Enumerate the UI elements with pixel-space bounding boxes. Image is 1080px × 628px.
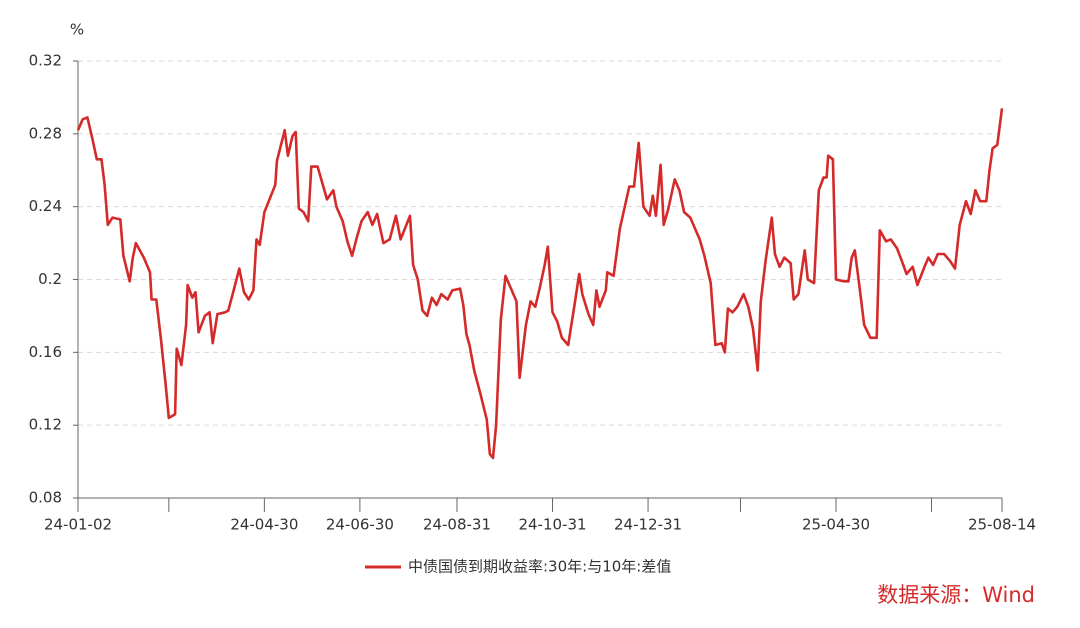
data-line bbox=[76, 108, 1004, 460]
y-tick-label: 0.12 bbox=[29, 416, 62, 434]
y-tick-label: 0.16 bbox=[29, 343, 62, 361]
x-tick-label: 24-12-31 bbox=[614, 516, 682, 534]
x-tick-label: 25-08-14 bbox=[968, 516, 1036, 534]
x-tick-label: 24-04-30 bbox=[230, 516, 298, 534]
y-tick-label: 0.08 bbox=[29, 489, 62, 507]
x-tick-label: 24-10-31 bbox=[518, 516, 586, 534]
y-unit: % bbox=[70, 21, 84, 39]
x-tick-label: 24-06-30 bbox=[326, 516, 394, 534]
y-tick-label: 0.24 bbox=[29, 197, 62, 215]
x-tick-label: 24-08-31 bbox=[423, 516, 491, 534]
y-tick-label: 0.32 bbox=[29, 52, 62, 70]
x-tick-label: 25-04-30 bbox=[802, 516, 870, 534]
y-tick-label: 0.2 bbox=[38, 270, 62, 288]
x-tick-label: 24-01-02 bbox=[44, 516, 112, 534]
y-tick-label: 0.28 bbox=[29, 124, 62, 142]
legend-label: 中债国债到期收益率:30年:与10年:差值 bbox=[408, 558, 671, 576]
source-note: 数据来源：Wind bbox=[877, 583, 1035, 607]
